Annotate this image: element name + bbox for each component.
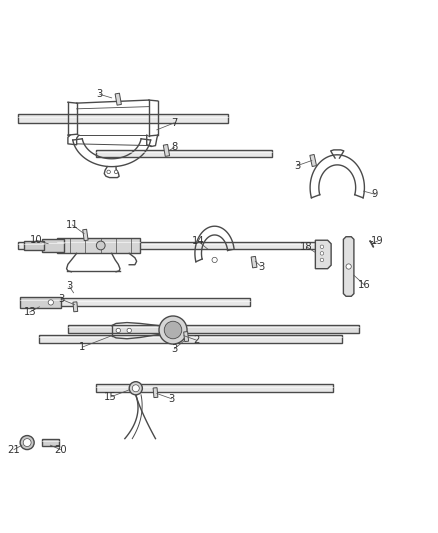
- Text: 15: 15: [104, 392, 117, 402]
- Polygon shape: [310, 155, 317, 166]
- Circle shape: [320, 258, 324, 262]
- Polygon shape: [315, 240, 331, 269]
- Text: 3: 3: [169, 394, 175, 404]
- Circle shape: [164, 321, 182, 339]
- Text: 10: 10: [30, 235, 42, 245]
- Polygon shape: [18, 241, 324, 249]
- Text: 3: 3: [294, 161, 300, 171]
- Text: 3: 3: [58, 294, 64, 304]
- Polygon shape: [83, 229, 88, 241]
- Text: 19: 19: [371, 236, 384, 246]
- Text: 3: 3: [258, 262, 264, 271]
- Circle shape: [212, 257, 217, 263]
- Text: 20: 20: [54, 445, 67, 455]
- Polygon shape: [184, 332, 189, 342]
- Polygon shape: [73, 302, 78, 312]
- Polygon shape: [153, 387, 158, 398]
- Circle shape: [129, 382, 142, 395]
- Text: 14: 14: [192, 236, 204, 246]
- Circle shape: [48, 300, 53, 305]
- Circle shape: [107, 170, 110, 174]
- Polygon shape: [343, 237, 354, 296]
- Polygon shape: [22, 298, 250, 306]
- Text: 11: 11: [66, 220, 79, 230]
- Polygon shape: [68, 325, 359, 333]
- Text: 21: 21: [7, 445, 21, 455]
- Circle shape: [20, 435, 34, 449]
- Circle shape: [116, 328, 120, 333]
- Text: 3: 3: [171, 344, 177, 354]
- Circle shape: [114, 170, 118, 174]
- Text: 1: 1: [79, 342, 85, 352]
- Circle shape: [320, 252, 324, 255]
- Text: 3: 3: [66, 281, 72, 291]
- Polygon shape: [18, 114, 228, 123]
- Polygon shape: [42, 439, 59, 446]
- Polygon shape: [115, 93, 121, 105]
- Polygon shape: [96, 150, 272, 157]
- Polygon shape: [42, 239, 64, 252]
- Text: 9: 9: [372, 189, 378, 199]
- Circle shape: [96, 241, 105, 250]
- Text: 7: 7: [171, 118, 177, 128]
- Circle shape: [346, 264, 351, 269]
- Polygon shape: [96, 384, 333, 392]
- Polygon shape: [251, 256, 257, 268]
- Polygon shape: [39, 335, 342, 343]
- Circle shape: [127, 328, 131, 333]
- Circle shape: [132, 385, 139, 392]
- Text: 18: 18: [300, 242, 313, 252]
- Polygon shape: [24, 241, 44, 250]
- Text: 13: 13: [24, 307, 36, 317]
- Text: 16: 16: [358, 280, 371, 290]
- Polygon shape: [57, 238, 140, 253]
- Text: 8: 8: [171, 142, 177, 152]
- Circle shape: [23, 439, 31, 447]
- Circle shape: [320, 245, 324, 248]
- Polygon shape: [163, 144, 170, 156]
- Polygon shape: [20, 297, 61, 308]
- Text: 2: 2: [193, 335, 199, 345]
- Text: 3: 3: [97, 90, 103, 99]
- Circle shape: [159, 316, 187, 344]
